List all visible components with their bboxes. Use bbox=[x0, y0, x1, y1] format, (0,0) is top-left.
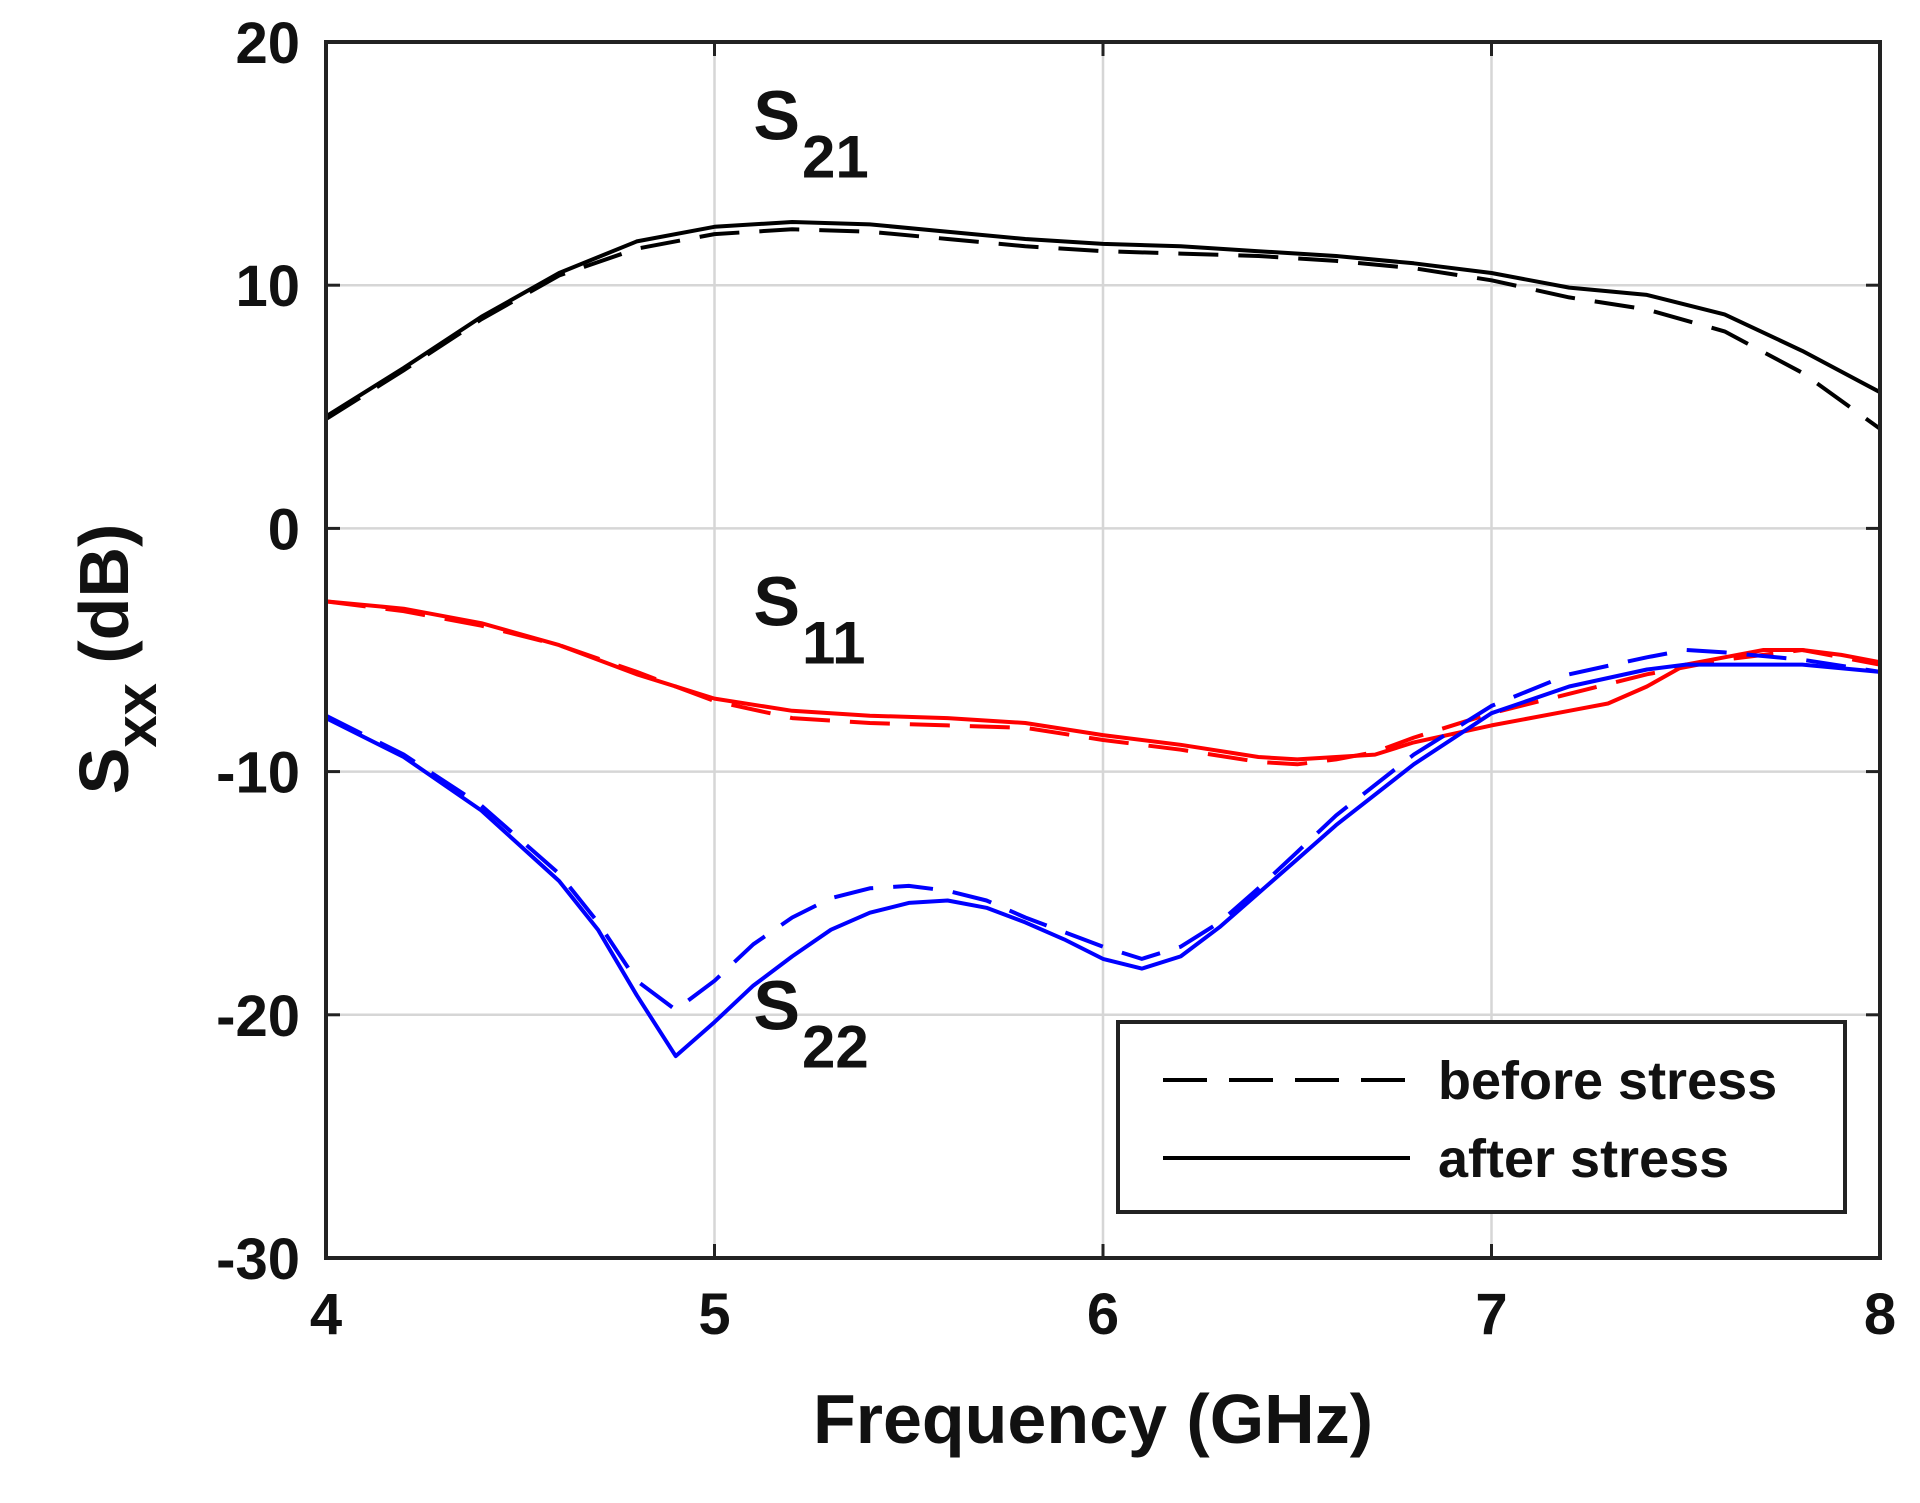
x-tick-label: 6 bbox=[1087, 1282, 1119, 1347]
y-axis-label-sub: xx bbox=[104, 683, 169, 748]
x-tick-label: 7 bbox=[1475, 1282, 1507, 1347]
x-tick-label: 5 bbox=[698, 1282, 730, 1347]
x-axis-label: Frequency (GHz) bbox=[813, 1380, 1373, 1458]
curve-label-sub: 22 bbox=[802, 1013, 869, 1080]
y-axis-label-main: S bbox=[65, 748, 143, 795]
legend-label-before-stress: before stress bbox=[1438, 1051, 1777, 1111]
y-tick-label: -30 bbox=[216, 1227, 300, 1292]
legend: before stress after stress bbox=[1116, 1020, 1847, 1214]
s22-after-stress-line bbox=[325, 662, 1881, 1059]
y-tick-label: 10 bbox=[235, 254, 300, 319]
s11-after-stress-line bbox=[325, 599, 1881, 762]
curve-label-main: S bbox=[753, 76, 800, 154]
y-tick-label: 20 bbox=[235, 11, 300, 76]
curve-label-main: S bbox=[753, 966, 800, 1044]
legend-label-after-stress: after stress bbox=[1438, 1129, 1729, 1189]
y-tick-label: -20 bbox=[216, 984, 300, 1049]
ticks bbox=[324, 40, 1882, 1260]
series-layer bbox=[324, 220, 1882, 1059]
y-tick-labels: -30 -20 -10 0 10 20 bbox=[216, 11, 300, 1292]
legend-box bbox=[1116, 1020, 1847, 1214]
x-tick-label: 8 bbox=[1864, 1282, 1896, 1347]
y-tick-label: -10 bbox=[216, 741, 300, 806]
curve-label-s22: S22 bbox=[753, 966, 868, 1080]
curve-label-sub: 21 bbox=[802, 123, 869, 190]
curve-label-main: S bbox=[753, 563, 800, 641]
x-tick-label: 4 bbox=[310, 1282, 342, 1347]
y-axis-label: Sxx (dB) bbox=[65, 524, 169, 795]
curve-label-sub: 11 bbox=[802, 610, 865, 677]
s11-before-stress-line bbox=[325, 599, 1881, 767]
curve-label-s21: S21 bbox=[753, 76, 868, 190]
y-axis-label-unit: (dB) bbox=[65, 524, 143, 683]
curve-label-s11: S11 bbox=[753, 563, 865, 677]
x-tick-labels: 4 5 6 7 8 bbox=[310, 1282, 1896, 1347]
y-tick-label: 0 bbox=[268, 497, 300, 562]
s21-before-stress-line bbox=[324, 227, 1882, 431]
s22-before-stress-line bbox=[325, 648, 1881, 1012]
s21-after-stress-line bbox=[324, 220, 1881, 419]
